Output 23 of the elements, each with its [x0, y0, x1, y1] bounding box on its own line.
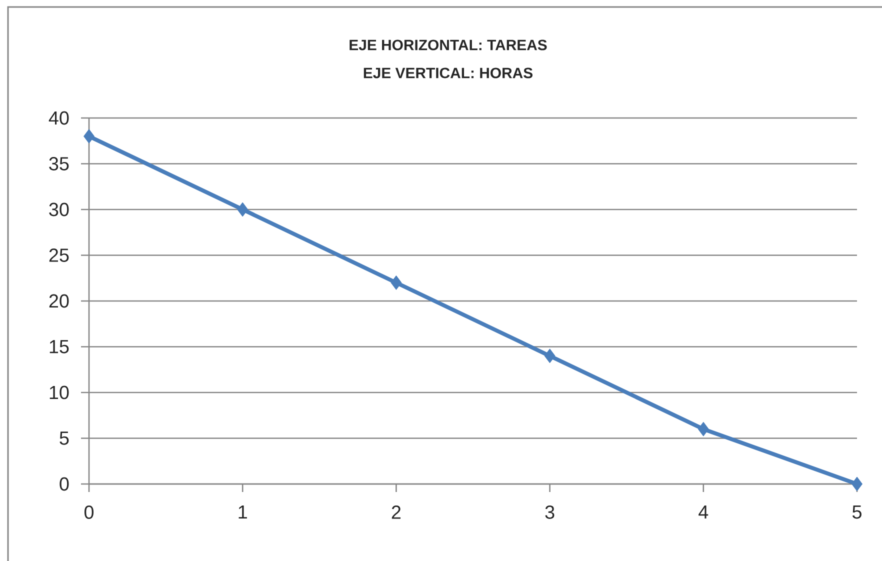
x-tick-label: 0	[84, 506, 94, 519]
chart-title: EJE HORIZONTAL: TAREAS	[350, 40, 547, 50]
y-tick-label: 10	[50, 386, 69, 400]
x-tick-label: 2	[392, 506, 401, 519]
point	[84, 129, 95, 144]
y-tick-label: 0	[60, 477, 69, 491]
y-tick-label: 25	[49, 248, 69, 262]
point	[852, 476, 863, 492]
x-tick-label: 4	[698, 506, 708, 519]
point	[544, 348, 556, 364]
y-tick-label: 35	[49, 157, 69, 170]
y-tick-label: 20	[49, 294, 69, 308]
x-tick-label: 3	[545, 506, 554, 519]
y-tick-label: 30	[49, 202, 69, 216]
x-tick-label: 1	[238, 506, 247, 519]
y-tick-label: 5	[60, 432, 69, 445]
point	[698, 422, 709, 436]
point	[237, 202, 248, 217]
point	[390, 275, 402, 290]
chart-subtitle: EJE VERTICAL: HORAS	[364, 68, 532, 78]
y-tick-label: 15	[50, 340, 69, 354]
x-tick-label: 5	[852, 506, 862, 519]
y-tick-label: 40	[48, 111, 69, 125]
